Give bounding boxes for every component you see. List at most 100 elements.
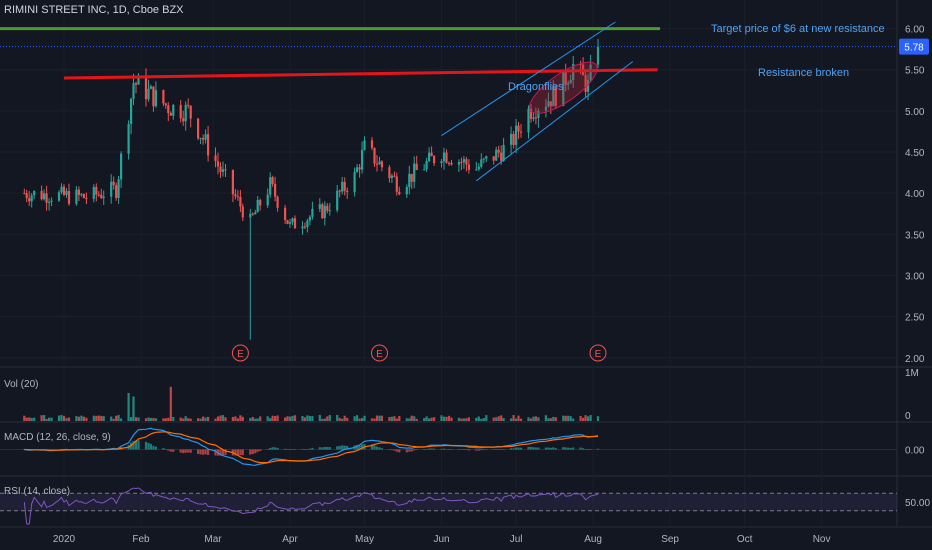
- macd-histogram-bar: [425, 449, 428, 450]
- x-tick-label: Aug: [584, 534, 602, 545]
- x-tick-label: Jun: [433, 534, 449, 545]
- macd-histogram-bar: [447, 449, 451, 450]
- volume-bar: [462, 418, 465, 421]
- volume-bar: [512, 414, 515, 421]
- candle-body: [251, 213, 254, 215]
- volume-bar: [323, 418, 326, 421]
- volume-bar: [373, 418, 376, 421]
- candle-body: [132, 83, 135, 99]
- volume-bar: [495, 417, 498, 421]
- volume-bar: [445, 416, 448, 421]
- volume-bar: [40, 415, 43, 421]
- candle-body: [301, 226, 304, 229]
- macd-histogram-bar: [184, 449, 187, 453]
- candle-body: [172, 104, 175, 116]
- volume-bar: [120, 418, 123, 421]
- macd-histogram-bar: [286, 449, 289, 450]
- candle-body: [221, 169, 225, 172]
- volume-bar: [28, 417, 31, 421]
- volume-bar: [259, 416, 262, 421]
- candle-body: [512, 133, 515, 145]
- candle-body: [413, 163, 416, 182]
- candle-body: [80, 194, 83, 196]
- volume-bar: [477, 416, 480, 421]
- candle-body: [30, 195, 33, 202]
- macd-histogram-bar: [343, 445, 346, 450]
- candle-body: [25, 193, 28, 199]
- volume-bar: [221, 415, 225, 421]
- macd-histogram-bar: [485, 449, 488, 450]
- volume-bar: [552, 416, 555, 421]
- candle-body: [167, 105, 170, 114]
- volume-bar: [117, 414, 120, 421]
- volume-bar: [33, 417, 36, 421]
- signal-line: [24, 431, 599, 464]
- candle-body: [293, 218, 297, 229]
- volume-bar: [303, 417, 306, 421]
- macd-histogram-bar: [341, 445, 344, 450]
- volume-bar: [537, 417, 540, 421]
- volume-bar: [149, 417, 152, 421]
- candle-body: [62, 186, 66, 195]
- last-price-tag: [899, 38, 929, 55]
- price-tick-label: 4.00: [905, 189, 925, 200]
- macd-histogram-bar: [405, 449, 408, 453]
- candle-body: [85, 198, 88, 200]
- candle-body: [405, 187, 408, 195]
- macd-histogram-bar: [395, 449, 398, 452]
- macd-histogram-bar: [303, 449, 306, 450]
- macd-histogram-bar: [370, 444, 374, 450]
- candle-body: [40, 190, 43, 200]
- candle-body: [408, 173, 411, 188]
- candle-body: [256, 200, 259, 213]
- volume-bar: [460, 418, 463, 421]
- candle-body: [532, 117, 535, 119]
- macd-histogram-bar: [388, 449, 391, 450]
- candle-body: [328, 210, 331, 212]
- candle-body: [567, 83, 570, 85]
- macd-histogram-bar: [149, 443, 152, 450]
- candle-body: [288, 222, 292, 224]
- volume-bar: [527, 417, 530, 421]
- volume-bar: [231, 416, 234, 421]
- candle-body: [95, 186, 98, 195]
- macd-histogram-bar: [423, 449, 426, 450]
- volume-bar: [216, 416, 220, 421]
- earnings-marker: [371, 344, 388, 362]
- candle-body: [169, 113, 172, 116]
- volume-bar: [82, 416, 85, 421]
- volume-bar: [519, 418, 523, 421]
- volume-bar: [97, 415, 100, 421]
- volume-bar: [554, 417, 557, 421]
- macd-histogram-bar: [467, 449, 470, 451]
- x-tick-label: Feb: [132, 534, 150, 545]
- candle-body: [60, 186, 63, 193]
- macd-histogram-bar: [308, 448, 311, 450]
- candle-body: [286, 220, 289, 224]
- rsi-pane-label: RSI (14, close): [4, 486, 71, 497]
- volume-bar: [234, 416, 237, 421]
- dragonflies-highlight: [529, 61, 598, 114]
- volume-bar: [326, 416, 329, 421]
- macd-histogram-bar: [274, 447, 277, 450]
- candle-body: [480, 159, 483, 167]
- macd-histogram-bar: [534, 447, 537, 450]
- x-tick-label: Sep: [661, 534, 679, 545]
- macd-histogram-bar: [187, 449, 190, 453]
- candle-body: [390, 175, 393, 179]
- macd-histogram-bar: [475, 449, 478, 451]
- candle-body: [569, 80, 572, 84]
- volume-bar: [450, 417, 453, 421]
- volume-bar: [395, 418, 398, 421]
- candle-body: [338, 190, 341, 192]
- macd-histogram-bar: [378, 447, 381, 450]
- candle-body: [477, 166, 480, 170]
- candle-body: [326, 205, 329, 211]
- candle-body: [370, 140, 374, 148]
- candle-body: [214, 155, 217, 162]
- macd-pane-label: MACD (12, 26, close, 9): [4, 432, 111, 443]
- macd-histogram-bar: [579, 447, 582, 450]
- volume-bar: [189, 418, 192, 421]
- macd-histogram-bar: [214, 449, 217, 456]
